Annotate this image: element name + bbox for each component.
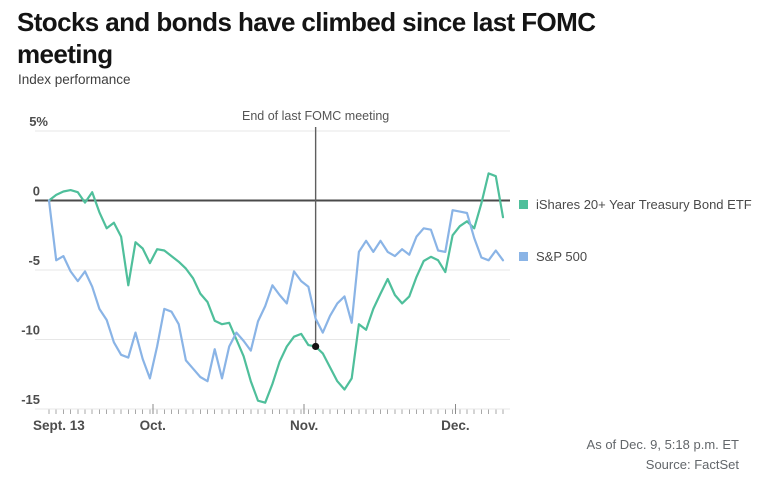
y-axis-label: -15: [21, 392, 40, 407]
treasury-etf-swatch-icon: [519, 200, 528, 209]
legend-item-sp500: S&P 500: [519, 249, 587, 264]
y-axis-label: -10: [21, 323, 40, 338]
x-axis-label-month: Oct.: [140, 418, 166, 433]
y-axis-label: 0: [33, 184, 40, 199]
legend-label-sp500: S&P 500: [536, 249, 588, 264]
page-subtitle: Index performance: [18, 72, 131, 87]
y-axis-label: -5: [28, 253, 40, 268]
page-title: Stocks and bonds have climbed since last…: [17, 7, 596, 69]
fomc-marker-dot: [312, 342, 320, 351]
fomc-annotation-label: End of last FOMC meeting: [242, 109, 389, 123]
sp500-swatch-icon: [519, 252, 528, 261]
x-axis-label-month: Dec.: [441, 418, 470, 433]
y-axis-label: 5%: [29, 114, 48, 129]
chart-footer: As of Dec. 9, 5:18 p.m. ET Source: FactS…: [587, 435, 739, 475]
sp500-line: [47, 199, 505, 383]
source-credit: Source: FactSet: [645, 457, 739, 472]
x-axis-label-start: Sept. 13: [33, 418, 85, 433]
legend-item-treasury-etf: iShares 20+ Year Treasury Bond ETF: [519, 197, 752, 212]
treasury-etf-line: [47, 172, 505, 404]
as-of-timestamp: As of Dec. 9, 5:18 p.m. ET: [586, 437, 739, 452]
legend-label-treasury-etf: iShares 20+ Year Treasury Bond ETF: [536, 197, 752, 212]
x-axis-label-month: Nov.: [290, 418, 318, 433]
